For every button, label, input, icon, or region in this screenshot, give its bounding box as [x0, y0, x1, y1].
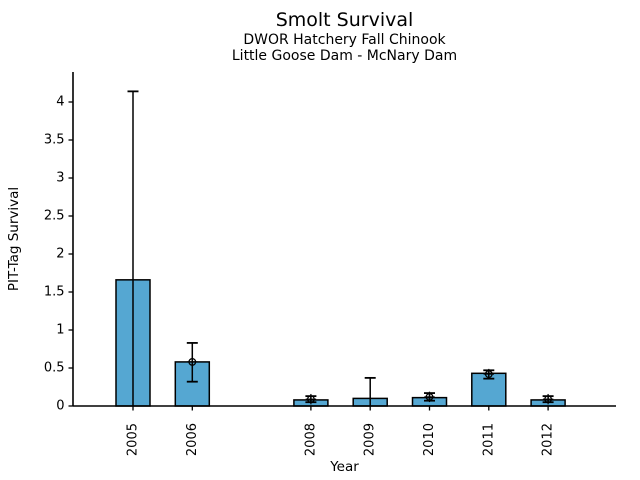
y-tick-label-3: 3: [56, 171, 64, 186]
y-tick-label-0: 0: [56, 399, 64, 414]
y-tick-label-1: 1: [56, 323, 64, 338]
x-tick-label-2011: 2011: [481, 423, 496, 456]
marker-circle-2012: [544, 395, 553, 404]
x-tick-label-2010: 2010: [422, 423, 437, 456]
y-axis-label: PIT-Tag Survival: [6, 186, 22, 292]
chart-subtitle-line2: Little Goose Dam - McNary Dam: [231, 47, 458, 64]
x-tick-label-2005: 2005: [126, 423, 141, 456]
chart-header: Smolt Survival DWOR Hatchery Fall Chinoo…: [73, 9, 616, 64]
y-tick-label-3.5: 3.5: [44, 133, 65, 148]
chart-title: Smolt Survival: [275, 9, 414, 31]
y-tick-label-2.5: 2.5: [44, 209, 65, 224]
x-tick-label-2012: 2012: [541, 423, 556, 456]
y-tick-label-4: 4: [56, 95, 64, 110]
x-tick-label-2008: 2008: [303, 423, 318, 456]
y-tick-label-2: 2: [56, 247, 64, 262]
x-tick-label-2006: 2006: [185, 423, 200, 456]
chart-subtitle-line1: DWOR Hatchery Fall Chinook: [243, 31, 446, 48]
x-tick-label-2009: 2009: [363, 423, 378, 456]
marker-circle-2011: [484, 370, 493, 379]
y-tick-label-0.5: 0.5: [44, 361, 65, 376]
x-axis-label: Year: [330, 459, 359, 475]
marker-circle-2008: [306, 395, 315, 404]
marker-circle-2006: [188, 357, 197, 366]
y-tick-label-1.5: 1.5: [44, 285, 65, 300]
marker-circle-2010: [425, 392, 434, 401]
